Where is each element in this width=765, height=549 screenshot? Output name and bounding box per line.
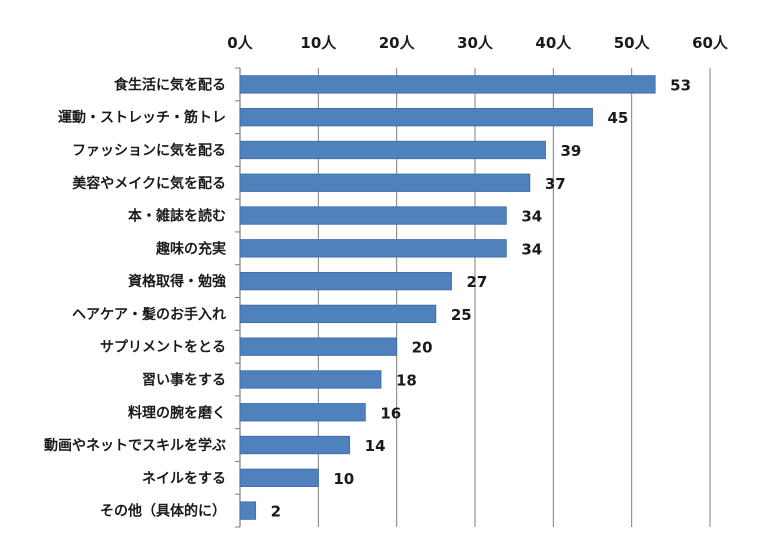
- category-label: 美容やメイクに気を配る: [72, 175, 226, 192]
- data-label: 2: [271, 503, 281, 521]
- data-label: 18: [396, 371, 417, 389]
- bar: [239, 75, 656, 94]
- category-label: 習い事をする: [142, 371, 226, 388]
- data-label: 16: [380, 404, 401, 422]
- bar: [239, 435, 351, 455]
- bars: [239, 75, 656, 520]
- data-label: 25: [451, 306, 472, 324]
- category-label: ヘアケア・髪のお手入れ: [72, 306, 226, 323]
- data-label: 53: [670, 76, 691, 94]
- bar: [239, 173, 531, 192]
- bar: [239, 403, 366, 422]
- bar: [239, 337, 398, 356]
- category-label: ファッションに気を配る: [72, 142, 226, 159]
- x-axis-ticks: 0人 10人 20人 30人 40人 50人 60人: [227, 34, 729, 52]
- gridlines: [235, 67, 711, 528]
- data-label: 10: [333, 470, 354, 488]
- x-tick-label: 60人: [692, 34, 729, 52]
- category-label: サプリメントをとる: [100, 340, 226, 356]
- data-label: 39: [561, 142, 582, 160]
- x-tick-label: 40人: [535, 34, 572, 52]
- bar: [239, 140, 546, 160]
- bar: [239, 370, 382, 389]
- category-label: 運動・ストレッチ・筋トレ: [58, 109, 226, 126]
- data-label: 37: [545, 175, 566, 193]
- x-tick-label: 10人: [300, 34, 337, 52]
- category-label: ネイルをする: [142, 471, 226, 487]
- data-label: 20: [412, 339, 433, 357]
- category-label: 動画やネットでスキルを学ぶ: [44, 437, 226, 454]
- category-label: 食生活に気を配る: [114, 76, 226, 93]
- data-label: 27: [467, 273, 488, 291]
- data-label: 34: [521, 208, 542, 226]
- category-label: 本・雑誌を読む: [128, 208, 226, 225]
- category-label: 趣味の充実: [155, 240, 226, 257]
- x-tick-label: 0人: [227, 34, 253, 52]
- bar: [239, 304, 437, 324]
- category-labels: 食生活に気を配る運動・ストレッチ・筋トレファッションに気を配る美容やメイクに気を…: [44, 76, 226, 519]
- data-label: 14: [365, 437, 386, 455]
- data-label: 45: [608, 109, 629, 127]
- category-label: その他（具体的に）: [100, 503, 226, 520]
- bar: [239, 501, 257, 520]
- category-label: 資格取得・勉強: [128, 273, 226, 290]
- category-label: 料理の腕を磨く: [128, 404, 226, 421]
- bar: [239, 206, 507, 225]
- x-tick-label: 50人: [614, 34, 651, 52]
- bar: [239, 108, 593, 127]
- bar: [239, 239, 507, 258]
- x-tick-label: 20人: [379, 34, 416, 52]
- data-label: 34: [521, 240, 542, 258]
- bar: [239, 468, 319, 487]
- bar: [239, 271, 452, 291]
- x-tick-label: 30人: [457, 34, 494, 52]
